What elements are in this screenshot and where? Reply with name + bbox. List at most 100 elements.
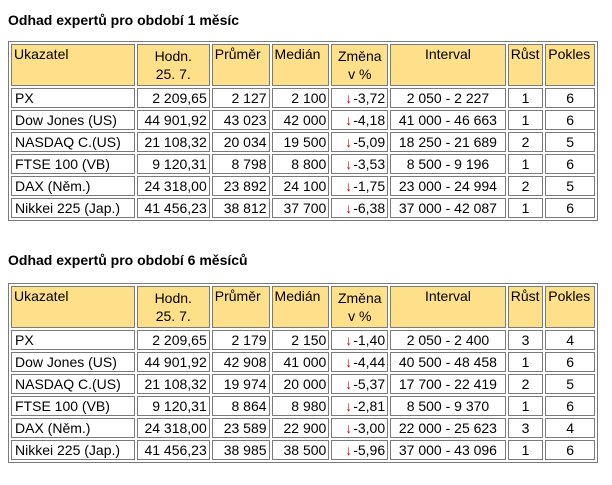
col-header-indicator: Ukazatel xyxy=(11,286,135,328)
change-percent: ↓-5,37 xyxy=(331,374,389,394)
arrow-down-icon: ↓ xyxy=(345,354,353,370)
col-header-change: Změna v % xyxy=(331,286,389,328)
col-header-interval: Interval xyxy=(390,286,506,328)
change-percent: ↓-1,40 xyxy=(331,330,389,350)
change-value: -3,72 xyxy=(353,90,386,106)
current-value: 44 901,92 xyxy=(136,110,210,130)
header-row: Ukazatel Hodn. 25. 7. Průměr Medián Změna v % I… xyxy=(11,44,595,86)
table-row: NASDAQ C.(US) 21 108,32 19 974 20 000 ↓-5,37… xyxy=(11,374,595,394)
col-header-growth: Růst xyxy=(507,44,544,86)
change-percent: ↓-5,09 xyxy=(331,132,389,152)
forecast-interval: 8 500 - 9 196 xyxy=(390,154,506,174)
median-value: 22 900 xyxy=(271,418,330,438)
growth-count: 1 xyxy=(507,154,544,174)
median-value: 2 100 xyxy=(271,88,330,108)
col-header-mean: Průměr xyxy=(211,286,270,328)
current-value: 44 901,92 xyxy=(136,352,210,372)
growth-count: 1 xyxy=(507,440,544,460)
table-row: DAX (Něm.) 24 318,00 23 589 22 900 ↓-3,00 22 … xyxy=(11,418,595,438)
current-value: 41 456,23 xyxy=(136,198,210,218)
mean-value: 38 985 xyxy=(211,440,270,460)
arrow-down-icon: ↓ xyxy=(345,90,353,106)
indicator-name: Nikkei 225 (Jap.) xyxy=(11,198,135,218)
decline-count: 5 xyxy=(545,132,595,152)
col-header-change-line-2: v % xyxy=(348,308,372,324)
change-value: -1,40 xyxy=(353,332,386,348)
forecast-interval: 40 500 - 48 458 xyxy=(390,352,506,372)
mean-value: 43 023 xyxy=(211,110,270,130)
header-row: Ukazatel Hodn. 25. 7. Průměr Medián Změna v % I… xyxy=(11,286,595,328)
table-row: Nikkei 225 (Jap.) 41 456,23 38 812 37 700 ↓-… xyxy=(11,198,595,218)
arrow-down-icon: ↓ xyxy=(345,332,353,348)
change-value: -3,53 xyxy=(353,156,386,172)
mean-value: 23 892 xyxy=(211,176,270,196)
mean-value: 38 812 xyxy=(211,198,270,218)
table-row: Dow Jones (US) 44 901,92 42 908 41 000 ↓-4,4… xyxy=(11,352,595,372)
change-value: -1,75 xyxy=(353,178,386,194)
arrow-down-icon: ↓ xyxy=(345,376,353,392)
indicator-name: NASDAQ C.(US) xyxy=(11,132,135,152)
change-percent: ↓-5,96 xyxy=(331,440,389,460)
arrow-down-icon: ↓ xyxy=(345,398,353,414)
change-percent: ↓-3,72 xyxy=(331,88,389,108)
section-title-1-month: Odhad expertů pro období 1 měsíc xyxy=(8,12,240,28)
decline-count: 6 xyxy=(545,198,595,218)
change-percent: ↓-4,18 xyxy=(331,110,389,130)
current-value: 24 318,00 xyxy=(136,418,210,438)
forecast-interval: 37 000 - 43 096 xyxy=(390,440,506,460)
change-value: -6,38 xyxy=(353,200,386,216)
decline-count: 6 xyxy=(545,154,595,174)
table-row: Nikkei 225 (Jap.) 41 456,23 38 985 38 500 ↓-… xyxy=(11,440,595,460)
col-header-value-line-1: Hodn. xyxy=(154,290,192,306)
table-row: FTSE 100 (VB) 9 120,31 8 864 8 980 ↓-2,81 8 5… xyxy=(11,396,595,416)
table-row: DAX (Něm.) 24 318,00 23 892 24 100 ↓-1,75 23 … xyxy=(11,176,595,196)
decline-count: 6 xyxy=(545,396,595,416)
mean-value: 2 127 xyxy=(211,88,270,108)
median-value: 2 150 xyxy=(271,330,330,350)
mean-value: 23 589 xyxy=(211,418,270,438)
current-value: 2 209,65 xyxy=(136,330,210,350)
growth-count: 1 xyxy=(507,352,544,372)
current-value: 41 456,23 xyxy=(136,440,210,460)
col-header-median: Medián xyxy=(271,286,330,328)
indicator-name: DAX (Něm.) xyxy=(11,418,135,438)
arrow-down-icon: ↓ xyxy=(345,134,353,150)
table-row: Dow Jones (US) 44 901,92 43 023 42 000 ↓-4,1… xyxy=(11,110,595,130)
forecast-interval: 8 500 - 9 370 xyxy=(390,396,506,416)
change-percent: ↓-4,44 xyxy=(331,352,389,372)
col-header-value: Hodn. 25. 7. xyxy=(136,286,210,328)
col-header-change: Změna v % xyxy=(331,44,389,86)
growth-count: 1 xyxy=(507,110,544,130)
col-header-change-line-2: v % xyxy=(348,66,372,82)
change-value: -5,37 xyxy=(353,376,386,392)
decline-count: 6 xyxy=(545,440,595,460)
mean-value: 2 179 xyxy=(211,330,270,350)
change-value: -4,18 xyxy=(353,112,386,128)
arrow-down-icon: ↓ xyxy=(345,200,353,216)
col-header-value: Hodn. 25. 7. xyxy=(136,44,210,86)
growth-count: 3 xyxy=(507,330,544,350)
table-row: NASDAQ C.(US) 21 108,32 20 034 19 500 ↓-5,09… xyxy=(11,132,595,152)
col-header-median: Medián xyxy=(271,44,330,86)
current-value: 2 209,65 xyxy=(136,88,210,108)
col-header-decline: Pokles xyxy=(545,286,595,328)
growth-count: 1 xyxy=(507,88,544,108)
col-header-value-line-2: 25. 7. xyxy=(155,308,191,324)
mean-value: 19 974 xyxy=(211,374,270,394)
table-row: FTSE 100 (VB) 9 120,31 8 798 8 800 ↓-3,53 8 5… xyxy=(11,154,595,174)
median-value: 19 500 xyxy=(271,132,330,152)
section-title-6-months: Odhad expertů pro období 6 měsíců xyxy=(8,252,248,268)
col-header-value-line-2: 25. 7. xyxy=(155,66,191,82)
growth-count: 3 xyxy=(507,418,544,438)
table-row: PX 2 209,65 2 179 2 150 ↓-1,40 2 050 - 2 400 3… xyxy=(11,330,595,350)
indicator-name: PX xyxy=(11,330,135,350)
change-value: -5,96 xyxy=(353,442,386,458)
indicator-name: NASDAQ C.(US) xyxy=(11,374,135,394)
forecast-interval: 41 000 - 46 663 xyxy=(390,110,506,130)
current-value: 9 120,31 xyxy=(136,154,210,174)
forecast-interval: 22 000 - 25 623 xyxy=(390,418,506,438)
current-value: 21 108,32 xyxy=(136,374,210,394)
indicator-name: PX xyxy=(11,88,135,108)
decline-count: 6 xyxy=(545,110,595,130)
decline-count: 4 xyxy=(545,330,595,350)
